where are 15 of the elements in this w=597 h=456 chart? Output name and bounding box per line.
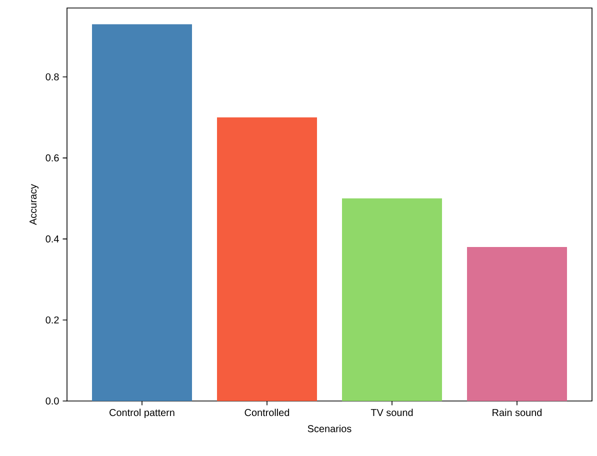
y-tick-label: 0.8 xyxy=(46,73,59,80)
y-tick-label: 0.6 xyxy=(46,154,59,162)
y-tick-label: 0.2 xyxy=(46,316,59,324)
bar xyxy=(217,117,317,401)
y-axis-title: Accuracy xyxy=(30,184,39,225)
bar xyxy=(92,24,192,401)
x-tick-label: Control pattern xyxy=(110,408,174,418)
x-tick-label: TV sound xyxy=(370,408,413,416)
y-tick-label: 0.0 xyxy=(46,397,59,405)
bar xyxy=(467,247,568,401)
y-tick-label: 0.4 xyxy=(46,235,59,242)
x-axis-title: Scenarios xyxy=(308,424,352,432)
bar xyxy=(342,198,442,401)
x-tick-label: Rain sound xyxy=(492,408,542,416)
x-tick-label: Controlled xyxy=(244,408,290,416)
